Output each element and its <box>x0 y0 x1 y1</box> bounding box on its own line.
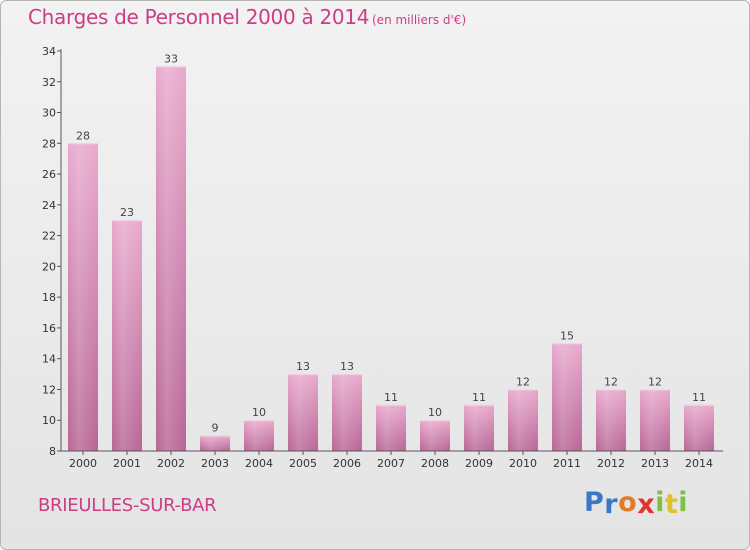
x-tick-label-2008: 2008 <box>421 457 449 470</box>
x-tick-label-2007: 2007 <box>377 457 405 470</box>
chart-subtitle: (en milliers d'€) <box>372 13 467 27</box>
logo-letter: P <box>584 487 605 518</box>
x-tick-label-2001: 2001 <box>113 457 141 470</box>
data-label-2010: 12 <box>516 375 530 388</box>
y-tick-label-14: 14 <box>42 353 56 366</box>
y-tick-label-30: 30 <box>42 107 56 120</box>
data-label-2006: 13 <box>340 360 354 373</box>
x-tick-label-2014: 2014 <box>685 457 713 470</box>
axes-group: 2000 2001 2002 2003 2004 2005 2006 2007 2008 2009… <box>42 45 723 470</box>
x-tick-label-2004: 2004 <box>245 457 273 470</box>
data-label-2004: 10 <box>252 406 266 419</box>
bar-shine-2007 <box>376 404 406 451</box>
bar-shine-2008 <box>420 420 450 451</box>
commune-name: BRIEULLES-SUR-BAR <box>38 495 217 516</box>
data-label-2003: 9 <box>212 422 219 435</box>
bar-shine-2005 <box>288 374 318 451</box>
x-tick-label-2000: 2000 <box>69 457 97 470</box>
y-tick-label-8: 8 <box>49 445 56 458</box>
logo-letter: x <box>637 489 656 520</box>
data-label-2002: 33 <box>164 52 178 65</box>
data-label-2009: 11 <box>472 391 486 404</box>
y-tick-label-32: 32 <box>42 76 56 89</box>
y-tick-label-18: 18 <box>42 291 56 304</box>
bar-shine-2002 <box>156 66 186 451</box>
logo-letter: i <box>678 487 689 518</box>
logo-letter: r <box>604 489 619 520</box>
data-label-2014: 11 <box>692 391 706 404</box>
x-tick-label-2013: 2013 <box>641 457 669 470</box>
data-label-2011: 15 <box>560 329 574 342</box>
data-label-2001: 23 <box>120 206 134 219</box>
x-tick-label-2002: 2002 <box>157 457 185 470</box>
bars-group: 28 23 33 9 10 13 13 11 10 11 12 15 12 12 11 <box>68 52 714 452</box>
bar-shine-2014 <box>684 404 714 451</box>
bar-shine-2010 <box>508 389 538 451</box>
bar-shine-2003 <box>200 435 230 451</box>
x-tick-label-2011: 2011 <box>553 457 581 470</box>
y-tick-label-26: 26 <box>42 168 56 181</box>
bar-shine-2009 <box>464 404 494 451</box>
data-label-2005: 13 <box>296 360 310 373</box>
x-tick-label-2003: 2003 <box>201 457 229 470</box>
x-tick-label-2009: 2009 <box>465 457 493 470</box>
bar-shine-2012 <box>596 389 626 451</box>
y-tick-label-24: 24 <box>42 199 56 212</box>
logo-letter: o <box>618 487 638 518</box>
x-tick-label-2012: 2012 <box>597 457 625 470</box>
y-tick-label-34: 34 <box>42 45 56 58</box>
data-label-2000: 28 <box>76 129 90 142</box>
logo-letter: t <box>664 489 679 520</box>
y-tick-label-20: 20 <box>42 260 56 273</box>
data-label-2008: 10 <box>428 406 442 419</box>
y-tick-label-10: 10 <box>42 414 56 427</box>
bar-shine-2001 <box>112 220 142 451</box>
data-label-2007: 11 <box>384 391 398 404</box>
bar-shine-2006 <box>332 374 362 451</box>
y-tick-label-22: 22 <box>42 230 56 243</box>
x-tick-label-2006: 2006 <box>333 457 361 470</box>
data-label-2013: 12 <box>648 375 662 388</box>
proxiti-logo: Proxiti <box>584 487 689 520</box>
y-tick-label-28: 28 <box>42 137 56 150</box>
x-tick-label-2005: 2005 <box>289 457 317 470</box>
x-tick-label-2010: 2010 <box>509 457 537 470</box>
chart-title: Charges de Personnel 2000 à 2014 <box>28 5 370 29</box>
logo-letter: i <box>655 487 665 518</box>
y-tick-label-12: 12 <box>42 383 56 396</box>
bar-shine-2011 <box>552 343 582 451</box>
bar-shine-2013 <box>640 389 670 451</box>
bar-shine-2000 <box>68 143 98 452</box>
bar-shine-2004 <box>244 420 274 451</box>
y-tick-label-16: 16 <box>42 322 56 335</box>
data-label-2012: 12 <box>604 375 618 388</box>
